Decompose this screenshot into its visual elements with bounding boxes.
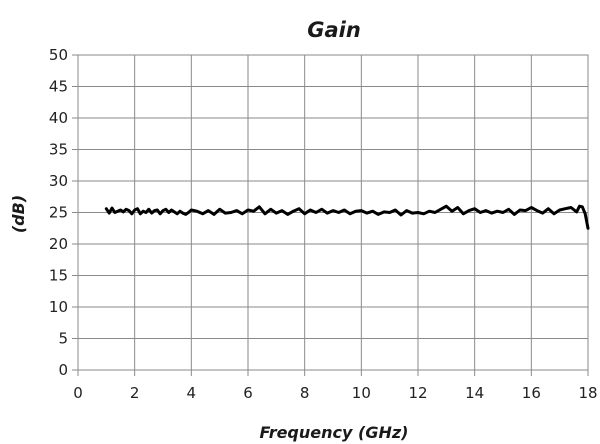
x-tick-label: 12	[408, 384, 427, 402]
y-tick-label: 15	[49, 267, 68, 285]
x-tick-label: 16	[522, 384, 541, 402]
x-tick-label: 6	[243, 384, 253, 402]
y-tick-label: 20	[49, 235, 68, 253]
x-axis-title: Frequency (GHz)	[260, 423, 409, 442]
y-tick-label: 40	[49, 109, 68, 127]
y-tick-label: 45	[49, 78, 68, 96]
y-tick-label: 0	[58, 361, 68, 379]
y-tick-label: 5	[58, 330, 68, 348]
grid	[72, 54, 589, 376]
gain-series-line	[104, 204, 590, 230]
x-tick-label: 10	[352, 384, 371, 402]
y-tick-label: 30	[49, 172, 68, 190]
y-axis-title: (dB)	[9, 195, 28, 233]
x-tick-label: 0	[73, 384, 83, 402]
series-layer	[104, 204, 590, 230]
y-tick-label: 50	[49, 46, 68, 64]
x-tick-labels: 0 2 4 6 8 10 12 14 16 18	[73, 384, 597, 402]
y-tick-label: 10	[49, 298, 68, 316]
x-tick-label: 8	[300, 384, 310, 402]
y-tick-label: 35	[49, 141, 68, 159]
x-tick-label: 2	[130, 384, 140, 402]
y-tick-labels: 0 5 10 15 20 25 30 35 40 45 50	[49, 46, 68, 379]
x-tick-label: 18	[578, 384, 597, 402]
x-tick-label: 14	[465, 384, 484, 402]
x-tick-label: 4	[187, 384, 197, 402]
y-tick-label: 25	[49, 204, 68, 222]
plot-area	[77, 54, 589, 371]
chart-title: Gain	[307, 18, 361, 42]
